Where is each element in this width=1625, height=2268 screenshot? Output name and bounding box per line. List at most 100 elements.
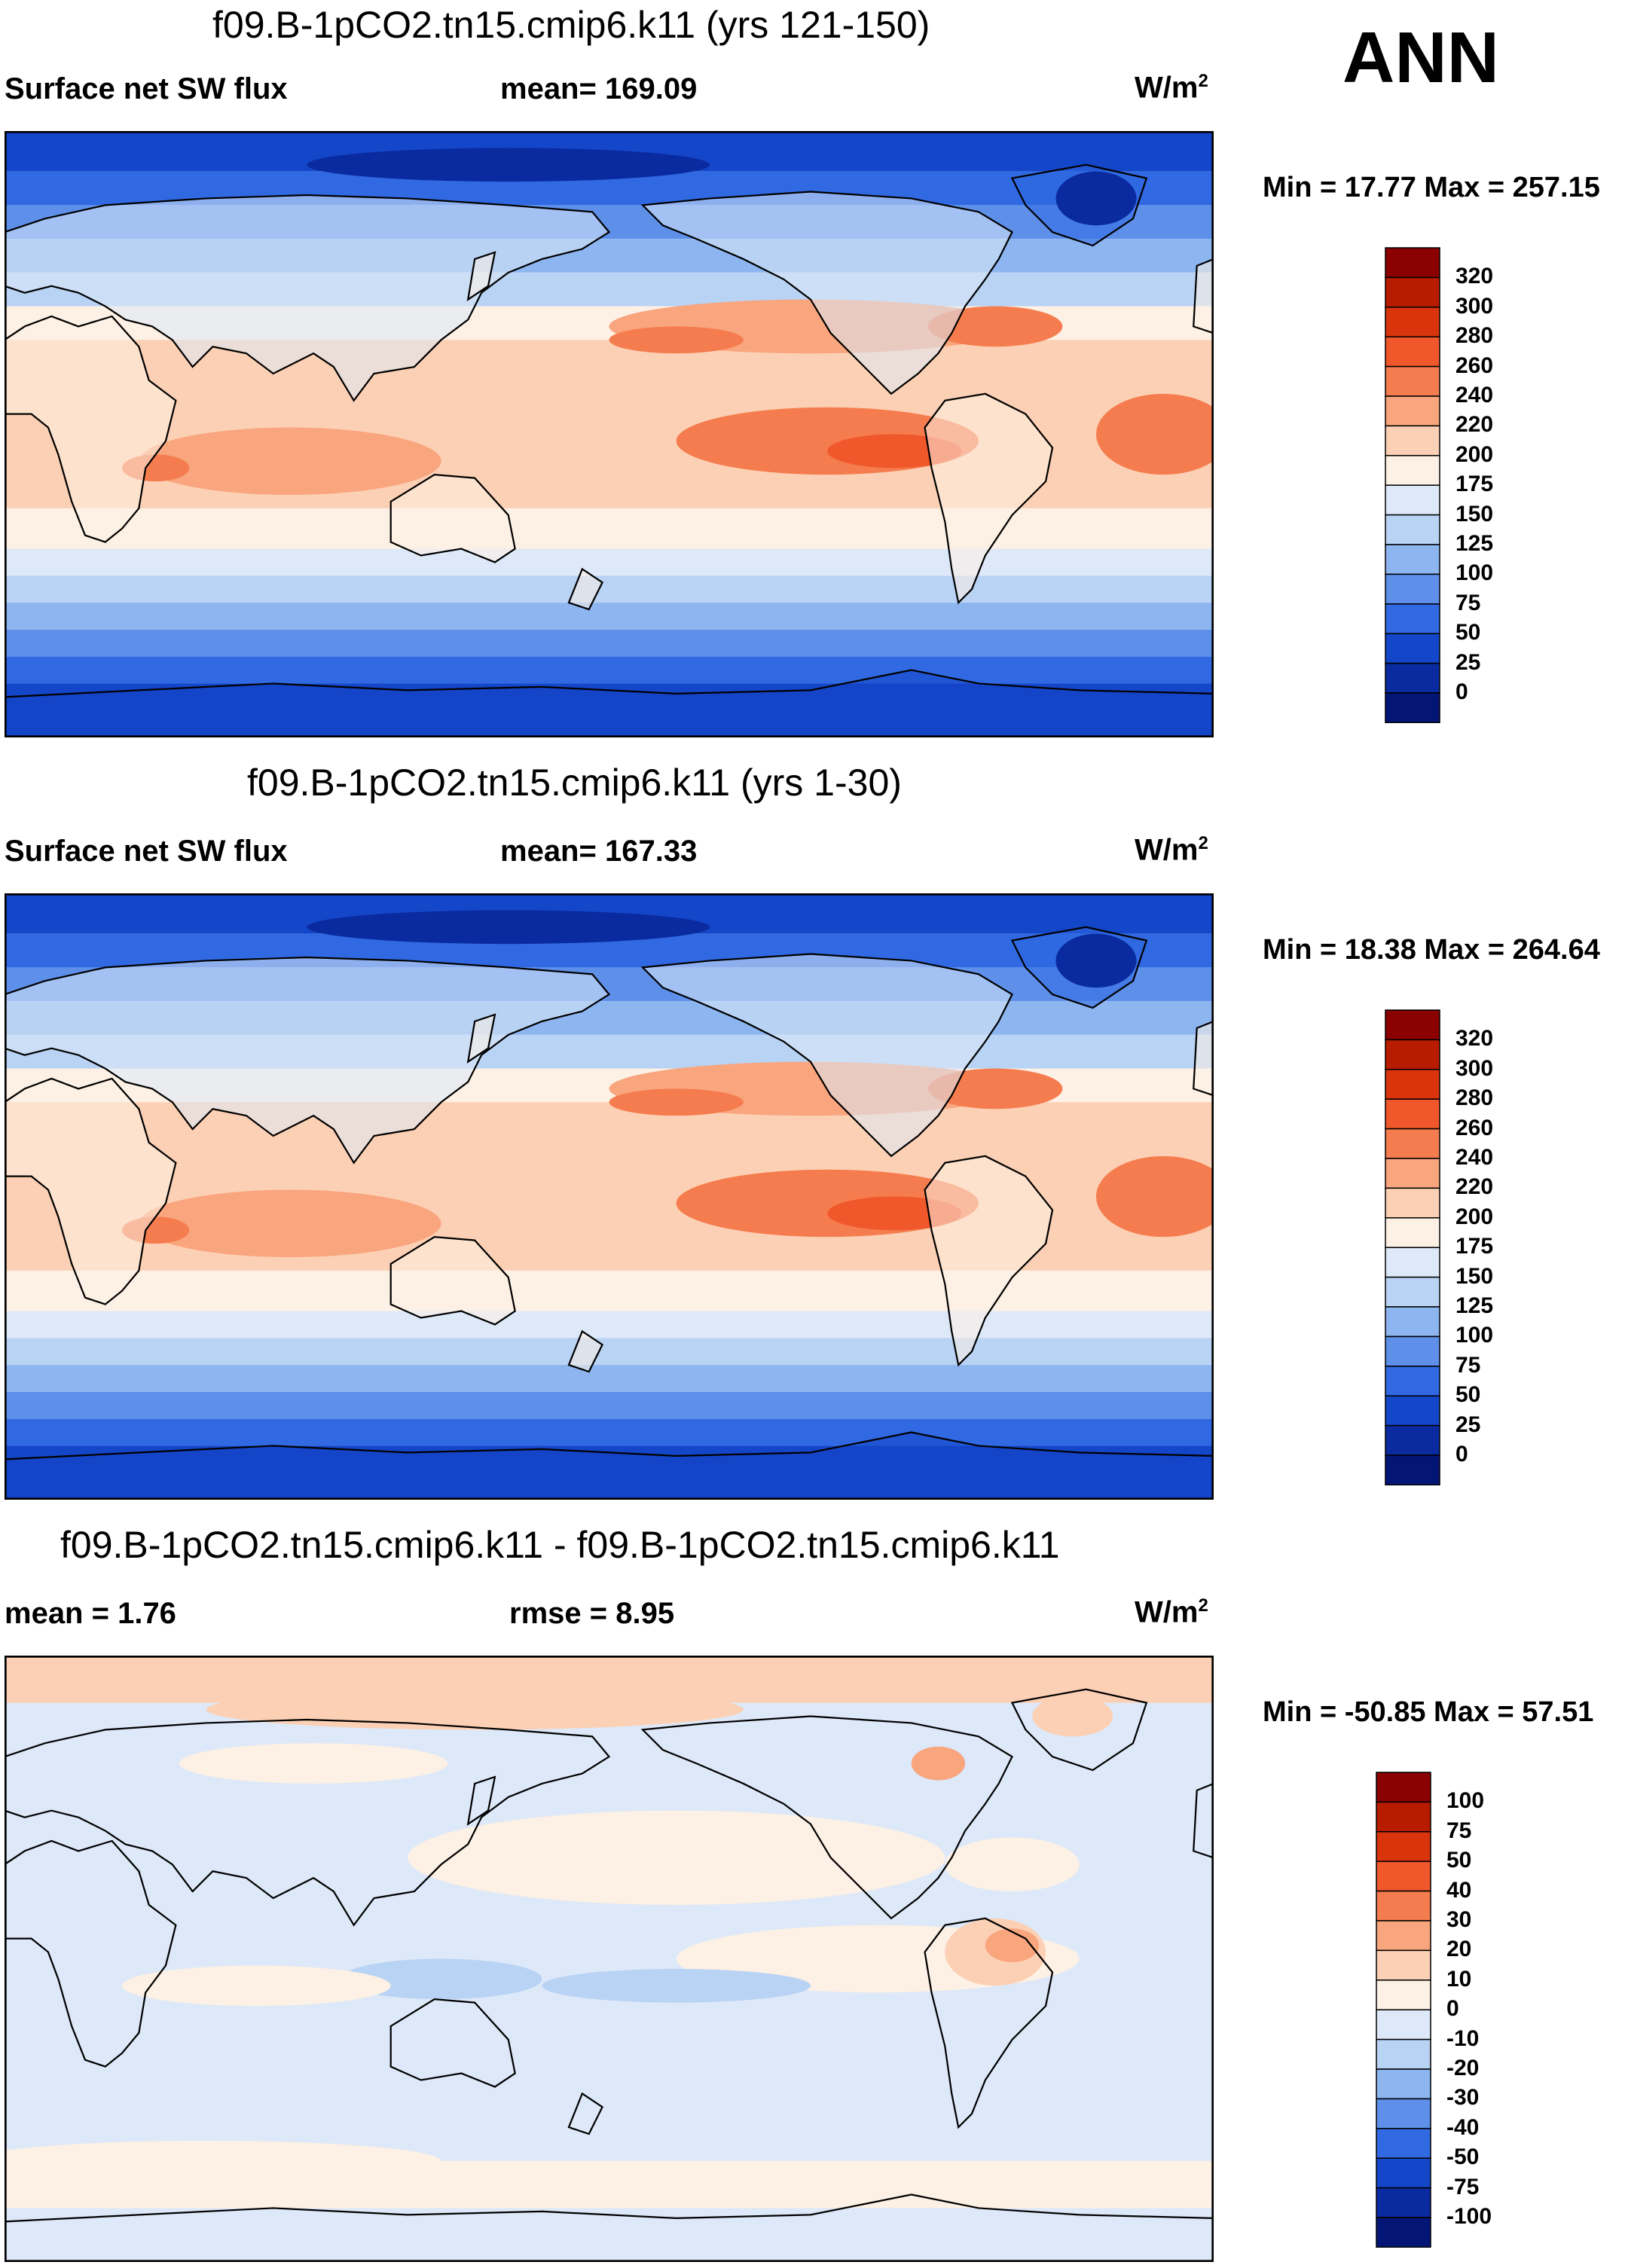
colorbar-tick-label: 0 — [1446, 1996, 1459, 2022]
colorbar-box — [1376, 1891, 1431, 1921]
colorbar-box — [1376, 1832, 1431, 1861]
colorbar-tick-label: 40 — [1446, 1878, 1471, 1903]
colorbar-box — [1376, 1772, 1431, 1802]
field-contour — [307, 910, 710, 944]
colorbar-box — [1385, 337, 1440, 366]
colorbar-box — [1385, 1070, 1440, 1099]
field-band — [5, 1338, 1214, 1365]
panel3-minmax: Min = -50.85 Max = 57.51 — [1263, 1696, 1593, 1729]
colorbar-tick-label: 25 — [1455, 650, 1480, 676]
panel1-title: f09.B-1pCO2.tn15.cmip6.k11 (yrs 121-150) — [212, 3, 930, 47]
colorbar-tick-label: -40 — [1446, 2115, 1479, 2141]
field-band — [5, 549, 1214, 576]
panel1-colorbar: 320 300 280 260 240 220 200 175 150 125 100 75 50 25 0 — [1385, 247, 1440, 727]
colorbar-tick-label: 75 — [1455, 591, 1480, 616]
colorbar-tick-label: 150 — [1455, 1264, 1493, 1290]
panel1-units: W/m2 — [1135, 71, 1208, 105]
colorbar-box — [1385, 426, 1440, 455]
field-band — [5, 1392, 1214, 1419]
colorbar-tick-label: 280 — [1455, 1085, 1493, 1111]
colorbar-tick-label: 125 — [1455, 531, 1493, 557]
colorbar-box — [1376, 1802, 1431, 1831]
field-contour — [179, 1743, 448, 1784]
colorbar-tick-label: 50 — [1446, 1848, 1471, 1873]
colorbar-box — [1385, 1247, 1440, 1277]
field-band — [5, 657, 1214, 684]
colorbar-boxes — [1376, 1772, 1431, 2248]
field-contour — [609, 326, 744, 353]
field-contour — [912, 1747, 965, 1781]
colorbar-box — [1376, 2069, 1431, 2099]
panel2-minmax: Min = 18.38 Max = 264.64 — [1263, 934, 1600, 966]
colorbar-tick-label: 300 — [1455, 1056, 1493, 1082]
colorbar-tick-label: 30 — [1446, 1907, 1471, 1933]
map-canvas — [5, 131, 1214, 737]
colorbar-tick-label: 75 — [1455, 1353, 1480, 1378]
colorbar-tick-label: 260 — [1455, 1116, 1493, 1141]
colorbar-box — [1376, 2010, 1431, 2039]
colorbar-tick-label: -50 — [1446, 2144, 1479, 2170]
colorbar-box — [1385, 545, 1440, 574]
panel2-title: f09.B-1pCO2.tn15.cmip6.k11 (yrs 1-30) — [247, 761, 902, 804]
field-contour — [206, 1690, 744, 1730]
colorbar-tick-label: 200 — [1455, 1204, 1493, 1230]
field-contour — [1055, 172, 1136, 226]
field-band — [5, 1311, 1214, 1339]
panel3-title: f09.B-1pCO2.tn15.cmip6.k11 - f09.B-1pCO2… — [60, 1523, 1060, 1567]
field-band — [5, 1271, 1214, 1311]
colorbar-tick-label: 175 — [1455, 1234, 1493, 1259]
colorbar-box — [1376, 2218, 1431, 2247]
colorbar-box — [1376, 1980, 1431, 2010]
colorbar-tick-label: 280 — [1455, 323, 1493, 349]
field-contour — [542, 1969, 811, 2003]
colorbar-box — [1385, 1129, 1440, 1158]
units-text: W/m — [1135, 71, 1198, 104]
colorbar-box — [1385, 1336, 1440, 1366]
colorbar-box — [1385, 574, 1440, 603]
colorbar-box — [1385, 1307, 1440, 1336]
colorbar-tick-label: 125 — [1455, 1293, 1493, 1319]
colorbar-tick-label: 50 — [1455, 620, 1480, 646]
units-superscript: 2 — [1198, 71, 1208, 91]
field-band — [5, 508, 1214, 549]
colorbar-tick-label: 150 — [1455, 502, 1493, 527]
colorbar-box — [1376, 1921, 1431, 1950]
panel2-mean-label: mean= 167.33 — [500, 835, 697, 868]
panel1-mean-label: mean= 169.09 — [500, 72, 697, 106]
panel3-colorbar: 100 75 50 40 30 20 10 0 -10 -20 -30 -40 -50 -75 -100 — [1376, 1772, 1431, 2251]
colorbar-box — [1376, 2158, 1431, 2187]
units-superscript: 2 — [1198, 1595, 1208, 1616]
colorbar-tick-label: 50 — [1455, 1382, 1480, 1408]
colorbar-box — [1385, 515, 1440, 545]
colorbar-box — [1376, 2188, 1431, 2218]
colorbar-tick-label: 0 — [1455, 679, 1468, 705]
colorbar-box — [1385, 604, 1440, 633]
field-band — [5, 630, 1214, 657]
field-band — [5, 603, 1214, 630]
field-band — [5, 1365, 1214, 1392]
colorbar-box — [1376, 2129, 1431, 2158]
colorbar-tick-label: -100 — [1446, 2204, 1492, 2230]
field-band — [5, 1419, 1214, 1446]
colorbar-box — [1385, 664, 1440, 693]
colorbar-box — [1385, 307, 1440, 337]
colorbar-box — [1385, 1455, 1440, 1485]
colorbar-box — [1385, 367, 1440, 396]
colorbar-box — [1376, 2099, 1431, 2128]
panel2-variable-label: Surface net SW flux — [5, 835, 288, 868]
panel3-mean-label: mean = 1.76 — [5, 1597, 176, 1631]
panel1-minmax: Min = 17.77 Max = 257.15 — [1263, 172, 1600, 204]
colorbar-tick-label: 320 — [1455, 264, 1493, 289]
colorbar-tick-label: 200 — [1455, 442, 1493, 468]
colorbar-tick-label: 175 — [1455, 472, 1493, 497]
colorbar-tick-label: 220 — [1455, 412, 1493, 438]
colorbar-box — [1385, 485, 1440, 514]
colorbar-tick-label: -30 — [1446, 2085, 1479, 2111]
colorbar-box — [1385, 1039, 1440, 1069]
panel3-rmse-label: rmse = 8.95 — [509, 1597, 674, 1631]
colorbar-tick-label: 100 — [1455, 1323, 1493, 1348]
colorbar-box — [1376, 2040, 1431, 2069]
colorbar-box — [1385, 248, 1440, 277]
colorbar-box — [1385, 693, 1440, 722]
panel2-units: W/m2 — [1135, 833, 1208, 867]
